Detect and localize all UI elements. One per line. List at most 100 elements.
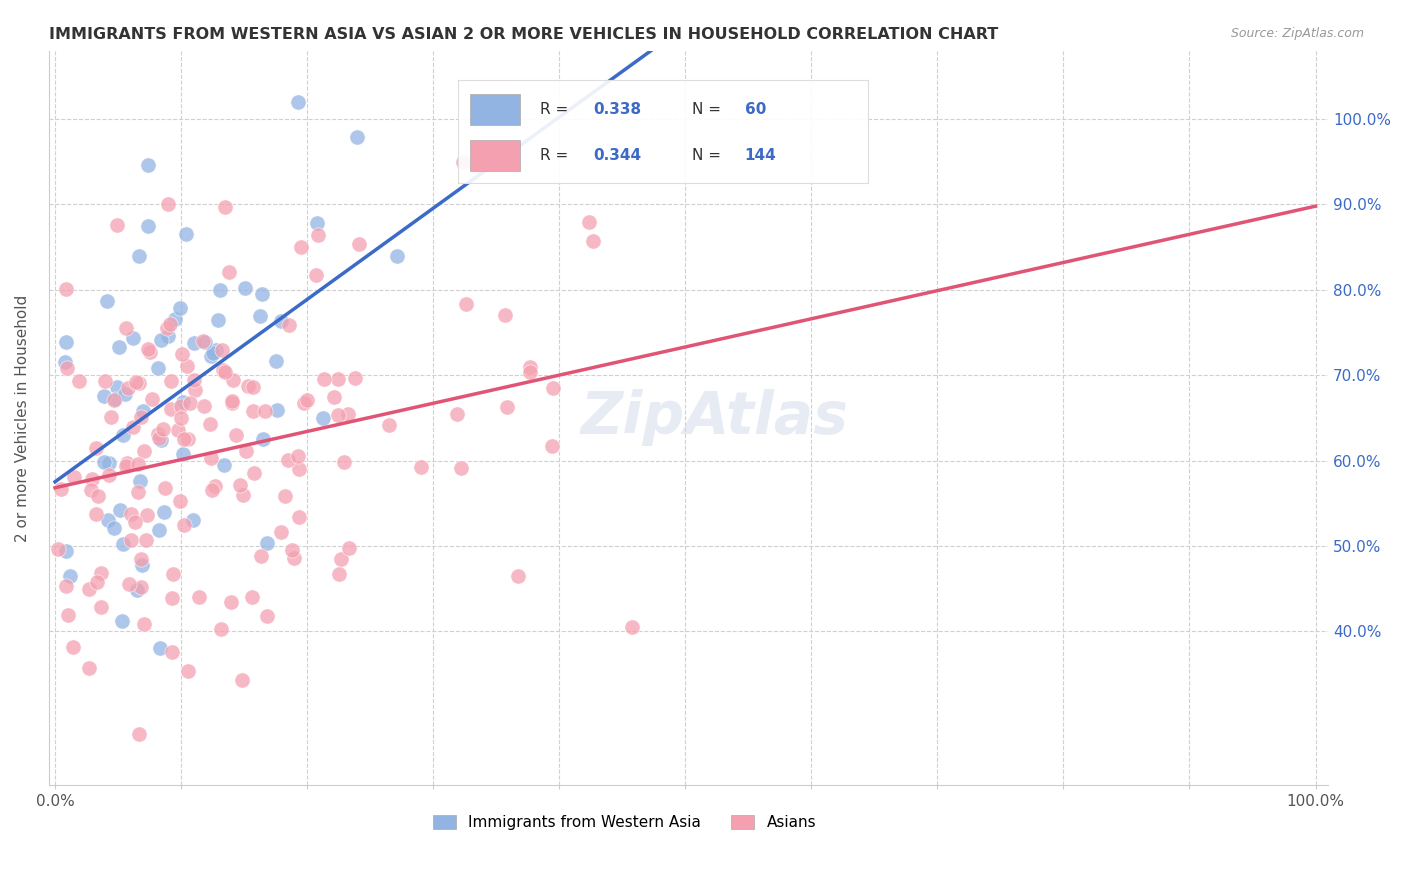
- Point: [153, 481, 176, 495]
- Point: [122, 420, 145, 434]
- Point: [117, 381, 139, 395]
- Point: [86, 574, 108, 589]
- Point: [343, 370, 366, 384]
- Point: [243, 466, 266, 480]
- Point: [170, 399, 193, 413]
- Point: [193, 399, 215, 413]
- Point: [87, 489, 110, 503]
- Point: [79, 483, 101, 497]
- Point: [136, 219, 159, 234]
- Point: [409, 460, 432, 475]
- Point: [346, 130, 368, 145]
- Point: [283, 550, 305, 565]
- Point: [305, 216, 328, 230]
- Point: [266, 354, 288, 368]
- Point: [221, 595, 243, 609]
- Point: [55, 334, 77, 349]
- Point: [519, 360, 541, 375]
- Point: [183, 373, 205, 387]
- Point: [270, 314, 292, 328]
- Point: [204, 478, 226, 492]
- Point: [323, 390, 346, 404]
- Point: [294, 396, 316, 410]
- Point: [104, 392, 127, 406]
- Point: [132, 444, 155, 458]
- Point: [173, 432, 195, 446]
- Point: [270, 525, 292, 540]
- Point: [225, 428, 247, 442]
- Point: [347, 237, 370, 252]
- Point: [191, 334, 214, 348]
- Point: [332, 455, 354, 469]
- Point: [160, 402, 183, 417]
- Point: [110, 503, 132, 517]
- Point: [169, 493, 191, 508]
- Point: [165, 311, 187, 326]
- Point: [129, 580, 152, 594]
- Point: [209, 622, 232, 636]
- Point: [84, 507, 107, 521]
- Point: [218, 265, 240, 279]
- Point: [454, 297, 477, 311]
- Point: [277, 453, 299, 467]
- Point: [176, 227, 198, 241]
- Point: [97, 513, 120, 527]
- Point: [117, 577, 139, 591]
- Point: [134, 617, 156, 632]
- Point: [152, 422, 174, 436]
- Point: [249, 309, 271, 323]
- Point: [114, 458, 136, 473]
- Point: [242, 380, 264, 394]
- Point: [55, 282, 77, 296]
- Point: [135, 533, 157, 547]
- Point: [173, 518, 195, 533]
- Point: [305, 268, 328, 283]
- Point: [508, 569, 530, 583]
- Point: [169, 301, 191, 315]
- Point: [214, 201, 236, 215]
- Point: [156, 329, 179, 343]
- Legend: Immigrants from Western Asia, Asians: Immigrants from Western Asia, Asians: [426, 809, 823, 836]
- Point: [582, 234, 605, 248]
- Point: [266, 403, 288, 417]
- Point: [160, 374, 183, 388]
- Point: [288, 510, 311, 524]
- Point: [128, 249, 150, 263]
- Point: [93, 389, 115, 403]
- Point: [183, 336, 205, 351]
- Point: [79, 582, 101, 596]
- Point: [326, 372, 349, 386]
- Point: [221, 393, 243, 408]
- Point: [200, 450, 222, 465]
- Point: [221, 396, 243, 410]
- Point: [159, 318, 181, 332]
- Point: [115, 321, 138, 335]
- Point: [205, 343, 228, 357]
- Point: [256, 609, 278, 624]
- Point: [127, 583, 149, 598]
- Point: [240, 590, 263, 604]
- Point: [295, 393, 318, 408]
- Point: [211, 343, 233, 358]
- Point: [336, 408, 359, 422]
- Y-axis label: 2 or more Vehicles in Household: 2 or more Vehicles in Household: [15, 294, 30, 541]
- Point: [46, 541, 69, 556]
- Point: [312, 410, 335, 425]
- Point: [211, 362, 233, 376]
- Point: [172, 446, 194, 460]
- Point: [176, 359, 198, 374]
- Point: [55, 544, 77, 558]
- Point: [90, 600, 112, 615]
- Point: [136, 157, 159, 171]
- Point: [129, 410, 152, 425]
- Point: [98, 467, 121, 482]
- Point: [232, 488, 254, 502]
- Point: [184, 383, 207, 397]
- Point: [214, 365, 236, 379]
- Point: [250, 549, 273, 563]
- Point: [496, 400, 519, 414]
- Text: ZipAtlas: ZipAtlas: [581, 390, 848, 446]
- Point: [328, 567, 350, 582]
- Point: [148, 431, 170, 445]
- Point: [578, 215, 600, 229]
